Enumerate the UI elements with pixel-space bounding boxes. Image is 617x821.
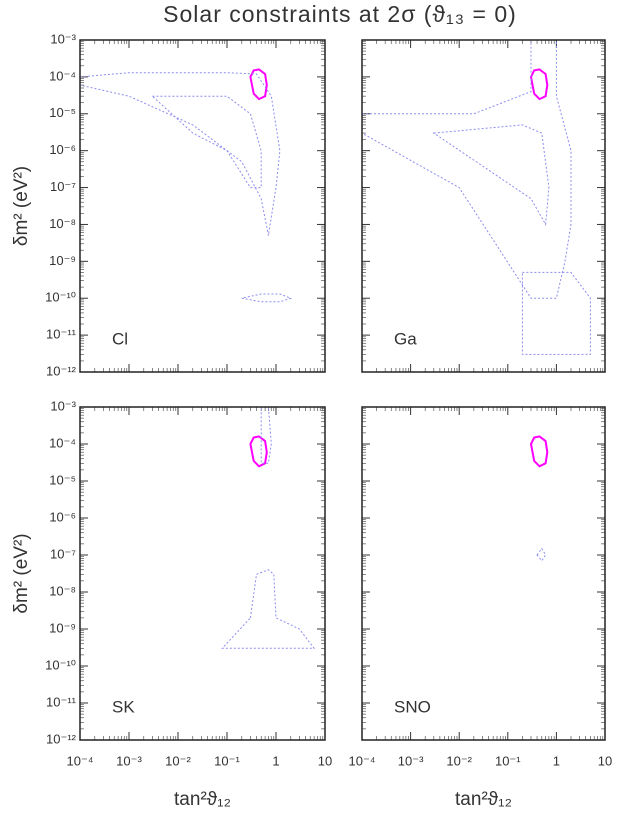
y-axis-label: δm² (eV²) <box>11 166 32 246</box>
contour <box>361 39 572 299</box>
x-tick-label: 1 <box>553 753 560 768</box>
y-tick-label: 10⁻⁴ <box>49 435 76 450</box>
contour <box>521 271 591 355</box>
contour <box>241 293 293 303</box>
panel-label: Ga <box>394 329 417 348</box>
contour <box>529 68 549 101</box>
plot-frame <box>361 406 606 741</box>
x-tick-label: 10⁻⁴ <box>67 753 94 768</box>
x-tick-label: 10 <box>598 753 612 768</box>
y-tick-label: 10⁻¹⁰ <box>45 657 76 672</box>
y-tick-label: 10⁻¹⁰ <box>45 290 76 305</box>
contour <box>151 95 262 189</box>
panel-label: SK <box>112 697 135 716</box>
y-tick-label: 10⁻³ <box>50 398 76 413</box>
figure-title: Solar constraints at 2σ (ϑ₁₃ = 0) <box>163 1 517 27</box>
y-tick-label: 10⁻⁵ <box>49 472 76 487</box>
x-tick-label: 10⁻³ <box>116 753 142 768</box>
y-tick-label: 10⁻⁸ <box>49 583 76 598</box>
plot-frame <box>79 406 326 741</box>
plot-frame <box>361 39 606 373</box>
y-axis-label: δm² (eV²) <box>11 533 32 613</box>
x-axis-label: tan²ϑ₁₂ <box>455 789 512 810</box>
y-tick-label: 10⁻⁴ <box>49 68 76 83</box>
x-axis-label: tan²ϑ₁₂ <box>174 789 231 810</box>
x-tick-label: 1 <box>272 753 279 768</box>
y-tick-label: 10⁻⁶ <box>49 142 76 157</box>
plot-frame <box>79 39 326 373</box>
x-tick-label: 10⁻² <box>446 753 472 768</box>
panel-label: Cl <box>112 329 128 348</box>
x-tick-label: 10⁻² <box>165 753 191 768</box>
contour <box>221 569 316 649</box>
contour <box>536 547 547 562</box>
y-tick-label: 10⁻⁷ <box>50 546 76 561</box>
y-tick-label: 10⁻⁷ <box>50 179 76 194</box>
x-tick-label: 10 <box>318 753 332 768</box>
contour <box>529 435 549 468</box>
contour <box>249 435 268 468</box>
contour <box>432 124 550 227</box>
y-tick-label: 10⁻⁹ <box>49 620 76 635</box>
y-tick-label: 10⁻⁵ <box>49 105 76 120</box>
y-tick-label: 10⁻⁶ <box>49 509 76 524</box>
y-tick-label: 10⁻¹¹ <box>46 694 77 709</box>
y-tick-label: 10⁻³ <box>50 31 76 46</box>
y-tick-label: 10⁻¹² <box>46 363 77 378</box>
x-tick-label: 10⁻⁴ <box>349 753 376 768</box>
y-tick-label: 10⁻¹¹ <box>46 327 77 342</box>
contour <box>79 72 281 236</box>
contour <box>249 68 268 101</box>
x-tick-label: 10⁻³ <box>398 753 424 768</box>
x-tick-label: 10⁻¹ <box>214 753 240 768</box>
panel-label: SNO <box>394 697 431 716</box>
y-tick-label: 10⁻¹² <box>46 731 77 746</box>
y-tick-label: 10⁻⁹ <box>49 253 76 268</box>
y-tick-label: 10⁻⁸ <box>49 216 76 231</box>
x-tick-label: 10⁻¹ <box>495 753 521 768</box>
